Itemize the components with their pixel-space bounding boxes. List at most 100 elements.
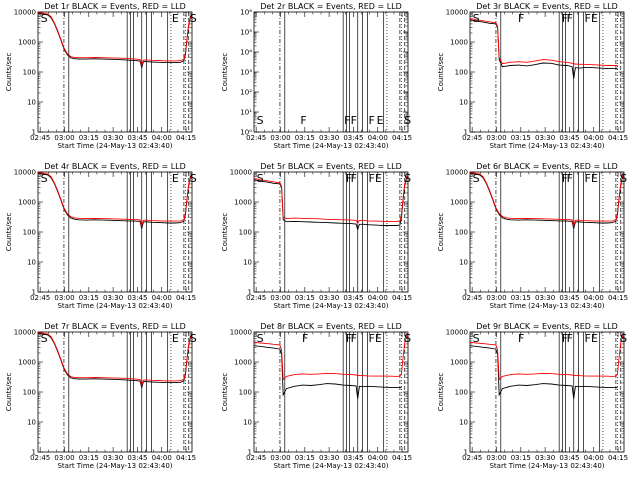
marker-label: F: [518, 12, 524, 25]
x-tick-label: 03:30: [103, 134, 123, 142]
series-lld: [253, 333, 409, 381]
y-tick-label: 100: [23, 69, 36, 77]
marker-label: F: [567, 332, 573, 345]
y-tick-label: 100: [23, 229, 36, 237]
plot-frame: [253, 171, 409, 293]
y-axis-label: Counts/sec: [221, 373, 229, 412]
panel-1: Det 1r BLACK = Events, RED = LLD 1 10 100 10…: [5, 2, 197, 150]
y-axis-label: Counts/sec: [221, 213, 229, 252]
y-tick-label: 1000: [18, 359, 36, 367]
x-tick-label: 04:15: [392, 294, 412, 302]
panel-title: Det 1r BLACK = Events, RED = LLD: [44, 2, 186, 11]
marker-label: F: [584, 172, 590, 185]
x-tick-label: 04:15: [608, 454, 628, 462]
x-axis-label: Start Time (24-May-13 02:43:40): [489, 142, 604, 150]
marker-label: S: [41, 172, 48, 185]
marker-label: F: [368, 332, 374, 345]
y-tick-label: 100: [455, 229, 468, 237]
y-tick-label: 1: [32, 449, 36, 457]
panel-title: Det 4r BLACK = Events, RED = LLD: [44, 162, 186, 171]
x-tick-label: 03:15: [511, 454, 531, 462]
marker-label: E: [375, 172, 382, 185]
x-tick-label: 03:00: [54, 294, 74, 302]
panel-title: Det 8r BLACK = Events, RED = LLD: [260, 322, 402, 331]
x-axis-label: Start Time (24-May-13 02:43:40): [57, 302, 172, 310]
marker-label: F: [567, 12, 573, 25]
marker-label: F: [518, 332, 524, 345]
panel-7: Det 7r BLACK = Events, RED = LLD 1 10 100 10…: [5, 322, 197, 470]
marker-label: E: [375, 332, 382, 345]
y-tick-label: 10000: [446, 329, 468, 337]
y-tick-label: 10¹: [240, 109, 252, 117]
x-axis-label: Start Time (24-May-13 02:43:40): [57, 462, 172, 470]
x-tick-label: 03:30: [319, 294, 339, 302]
y-tick-label: 100: [239, 229, 252, 237]
y-tick-label: 100: [455, 69, 468, 77]
y-tick-label: 10²: [240, 89, 252, 97]
x-tick-label: 03:30: [103, 454, 123, 462]
y-tick-label: 1000: [18, 39, 36, 47]
x-tick-label: 03:15: [295, 454, 315, 462]
y-tick-label: 10000: [230, 169, 252, 177]
x-tick-label: 04:00: [584, 134, 604, 142]
y-tick-label: 10⁴: [240, 49, 252, 57]
y-tick-label: 1000: [234, 199, 252, 207]
x-tick-label: 04:00: [152, 134, 172, 142]
series-lld: [469, 333, 625, 381]
panel-4: Det 4r BLACK = Events, RED = LLD 1 10 100 10…: [5, 162, 197, 310]
panel-title: Det 3r BLACK = Events, RED = LLD: [476, 2, 618, 11]
x-tick-label: 03:45: [559, 294, 579, 302]
marker-label: E: [591, 172, 598, 185]
series-events: [469, 19, 618, 79]
marker-label: S: [41, 332, 48, 345]
y-tick-label: 10: [243, 419, 252, 427]
y-tick-label: 10000: [446, 9, 468, 17]
series-events: [469, 345, 618, 399]
y-tick-label: 10: [27, 419, 36, 427]
y-tick-label: 1000: [234, 359, 252, 367]
x-tick-label: 04:15: [392, 454, 412, 462]
x-tick-label: 02:45: [246, 294, 266, 302]
x-tick-label: 04:00: [368, 134, 388, 142]
x-tick-label: 03:30: [535, 134, 555, 142]
y-tick-label: 100: [23, 389, 36, 397]
x-tick-label: 04:15: [176, 454, 196, 462]
series-events: [253, 175, 409, 232]
marker-label: S: [41, 12, 48, 25]
y-tick-label: 10⁵: [240, 29, 252, 37]
panel-5: Det 5r BLACK = Events, RED = LLD 1 10 100 10…: [221, 162, 412, 310]
plot-frame: [37, 11, 193, 133]
y-tick-label: 1000: [18, 199, 36, 207]
marker-label: S: [473, 172, 480, 185]
y-axis-label: Counts/sec: [437, 53, 445, 92]
marker-label: F: [368, 172, 374, 185]
panel-title: Det 7r BLACK = Events, RED = LLD: [44, 322, 186, 331]
panel-6: Det 6r BLACK = Events, RED = LLD 1 10 100 10…: [437, 162, 628, 310]
x-tick-label: 02:45: [30, 294, 50, 302]
marker-label: E: [172, 12, 179, 25]
x-tick-label: 03:30: [103, 294, 123, 302]
marker-label: F: [346, 332, 352, 345]
y-tick-label: 10: [27, 99, 36, 107]
x-tick-label: 03:30: [319, 134, 339, 142]
x-tick-label: 04:00: [152, 294, 172, 302]
x-tick-label: 04:00: [368, 454, 388, 462]
y-tick-label: 1000: [450, 39, 468, 47]
panel-title: Det 9r BLACK = Events, RED = LLD: [476, 322, 618, 331]
y-tick-label: 1: [464, 289, 468, 297]
x-tick-label: 03:15: [511, 134, 531, 142]
y-tick-label: 10⁰: [240, 129, 252, 137]
plot-frame: [469, 331, 625, 453]
y-tick-label: 10000: [14, 169, 36, 177]
x-tick-label: 04:00: [584, 294, 604, 302]
x-tick-label: 02:45: [246, 454, 266, 462]
x-tick-label: 03:30: [535, 454, 555, 462]
panel-8: Det 8r BLACK = Events, RED = LLD 1 10 100 10…: [221, 322, 412, 470]
x-tick-label: 03:45: [559, 134, 579, 142]
y-tick-label: 100: [239, 389, 252, 397]
x-tick-label: 03:30: [319, 454, 339, 462]
x-tick-label: 03:00: [54, 454, 74, 462]
y-tick-label: 100: [455, 389, 468, 397]
panel-2: Det 2r BLACK = Events, RED = LLD 10⁰ 10¹ 10…: [221, 2, 412, 150]
